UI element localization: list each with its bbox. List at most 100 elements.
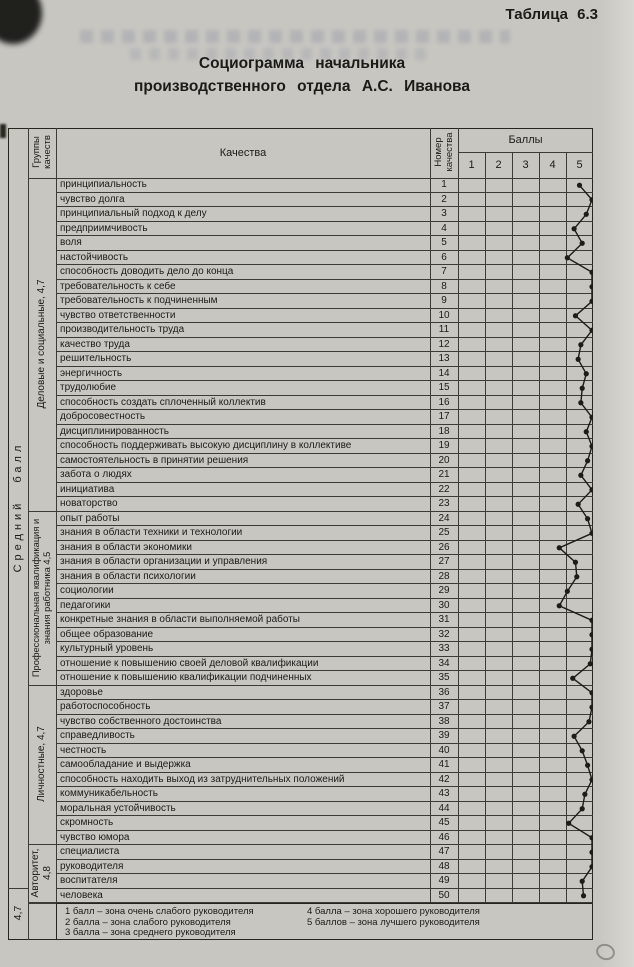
quality-number: 12 bbox=[438, 338, 450, 350]
quality-number: 28 bbox=[438, 570, 450, 582]
scores-header: Баллы bbox=[508, 134, 543, 146]
legend-item: 3 балла – зона среднего руководителя bbox=[65, 927, 236, 938]
quality-label: принципиальный подход к делу bbox=[60, 208, 207, 219]
table-row: социологии 29 bbox=[56, 584, 593, 599]
quality-number: 3 bbox=[441, 208, 447, 219]
groups-column-header-label: Группы качеств bbox=[30, 135, 53, 169]
groups-column-header: Группы качеств bbox=[28, 128, 56, 178]
quality-label: знания в области организации и управлени… bbox=[60, 556, 268, 567]
quality-number: 33 bbox=[438, 643, 450, 654]
quality-number: 15 bbox=[438, 382, 450, 393]
quality-label: требовательность к себе bbox=[60, 280, 176, 292]
grid-vline bbox=[430, 128, 431, 903]
quality-number: 32 bbox=[438, 628, 450, 640]
table-row: отношение к повышению своей деловой квал… bbox=[56, 657, 593, 671]
quality-group-3: Личностные, 4,7 bbox=[28, 686, 56, 845]
bleedthrough-artifact bbox=[80, 30, 510, 43]
grid-vline bbox=[458, 128, 459, 903]
table-row: способность создать сплоченный коллектив… bbox=[56, 396, 593, 410]
quality-number: 18 bbox=[438, 425, 450, 437]
quality-number: 1 bbox=[441, 179, 447, 190]
legend-item: 2 балла – зона слабого руководителя bbox=[65, 916, 231, 928]
table-row: требовательность к себе 8 bbox=[56, 280, 593, 294]
table-row: предприимчивость 4 bbox=[56, 222, 593, 236]
quality-number: 44 bbox=[438, 802, 450, 814]
legend-item: 5 баллов – зона лучшего руководителя bbox=[307, 916, 480, 928]
grid-vline bbox=[512, 152, 513, 903]
table-row: коммуникабельность 43 bbox=[56, 787, 593, 802]
quality-group-3-label: Личностные, 4,7 bbox=[36, 726, 48, 803]
quality-number: 36 bbox=[438, 686, 450, 698]
table-row: требовательность к подчиненным 9 bbox=[56, 294, 593, 309]
grid-hline bbox=[8, 888, 28, 889]
table-row: специалиста 47 bbox=[56, 845, 593, 860]
table-row: общее образование 32 bbox=[56, 628, 593, 642]
quality-label: социологии bbox=[60, 585, 114, 596]
quality-label: самостоятельность в принятии решения bbox=[60, 454, 249, 466]
quality-number: 47 bbox=[438, 846, 450, 857]
quality-number: 34 bbox=[438, 657, 450, 669]
scan-ink-blot bbox=[0, 0, 42, 44]
quality-label: энергичность bbox=[60, 367, 123, 379]
grid-vline bbox=[485, 152, 486, 903]
table-row: принципиальный подход к делу 3 bbox=[56, 207, 593, 222]
quality-label: воспитателя bbox=[60, 875, 118, 886]
quality-label: знания в области техники и технологии bbox=[60, 527, 243, 538]
scan-edge-mark bbox=[0, 124, 6, 138]
table-row: производительность труда 11 bbox=[56, 323, 593, 338]
quality-number: 38 bbox=[438, 715, 450, 727]
table-row: трудолюбие 15 bbox=[56, 381, 593, 396]
table-row: дисциплинированность 18 bbox=[56, 425, 593, 439]
legend-item: 4 балла – зона хорошего руководителя bbox=[307, 906, 480, 917]
table-row: воля 5 bbox=[56, 236, 593, 251]
table-row: новаторство 23 bbox=[56, 497, 593, 512]
table-row: инициатива 22 bbox=[56, 483, 593, 497]
quality-number: 20 bbox=[438, 454, 450, 466]
table-row: работоспособность 37 bbox=[56, 700, 593, 715]
average-score-total: 4,7 bbox=[8, 888, 28, 940]
page-edge-shadow bbox=[598, 0, 634, 967]
sociogram-table: Средний балл 4,7 Группы качеств Номер качес… bbox=[8, 128, 593, 940]
quality-label: работоспособность bbox=[60, 701, 151, 712]
table-row: знания в области психологии 28 bbox=[56, 570, 593, 584]
legend-right-column: 4 балла – зона хорошего руководителя 5 ба… bbox=[307, 906, 480, 928]
document-title: Социограмма начальника производственного… bbox=[0, 52, 604, 98]
quality-label: требовательность к подчиненным bbox=[60, 295, 218, 306]
quality-number: 49 bbox=[438, 875, 450, 886]
legend-box: 1 балл – зона очень слабого руководителя… bbox=[56, 903, 593, 940]
quality-number: 6 bbox=[441, 251, 447, 263]
table-row: человека 50 bbox=[56, 889, 593, 903]
table-row: настойчивость 6 bbox=[56, 251, 593, 265]
title-line-1: Социограмма начальника bbox=[198, 55, 406, 72]
quality-number: 26 bbox=[438, 541, 450, 553]
grid-vline bbox=[56, 128, 57, 903]
table-row: чувство собственного достоинства 38 bbox=[56, 715, 593, 729]
quality-number: 11 bbox=[438, 324, 450, 335]
quality-number: 22 bbox=[438, 483, 450, 495]
quality-number: 19 bbox=[438, 440, 450, 451]
table-row: чувство юмора 46 bbox=[56, 831, 593, 845]
table-row: чувство ответственности 10 bbox=[56, 309, 593, 323]
quality-label: знания в области экономики bbox=[60, 541, 192, 553]
grid-vline bbox=[539, 152, 540, 903]
quality-label: способность доводить дело до конца bbox=[60, 266, 234, 277]
quality-label: специалиста bbox=[60, 846, 120, 857]
table-row: справедливость 39 bbox=[56, 729, 593, 744]
quality-label: знания в области психологии bbox=[60, 570, 196, 582]
average-score-total-label: 4,7 bbox=[11, 905, 24, 921]
grid-vline bbox=[28, 128, 29, 940]
score-tick-5: 5 bbox=[576, 159, 583, 171]
quality-label: человека bbox=[60, 889, 103, 901]
grid-hline bbox=[458, 152, 593, 153]
grid-hline bbox=[28, 178, 593, 179]
quality-label: чувство долга bbox=[60, 193, 125, 205]
quality-number: 17 bbox=[438, 411, 450, 422]
quality-label: опыт работы bbox=[60, 512, 120, 524]
quality-label: чувство ответственности bbox=[60, 309, 176, 321]
quality-label: педагогики bbox=[60, 599, 111, 611]
quality-number-header-label: Номер качества bbox=[432, 132, 455, 172]
quality-label: честность bbox=[60, 744, 107, 756]
quality-label: самообладание и выдержка bbox=[60, 759, 191, 770]
quality-label: дисциплинированность bbox=[60, 425, 169, 437]
